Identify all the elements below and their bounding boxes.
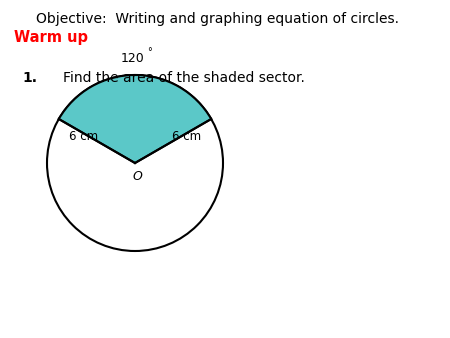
Text: 120: 120	[121, 52, 145, 65]
Text: 6 cm: 6 cm	[68, 130, 98, 143]
Text: 6 cm: 6 cm	[172, 130, 202, 143]
Text: O: O	[132, 170, 142, 184]
Wedge shape	[59, 75, 211, 163]
Text: °: °	[147, 47, 151, 57]
Text: Warm up: Warm up	[14, 30, 87, 45]
Text: Objective:  Writing and graphing equation of circles.: Objective: Writing and graphing equation…	[36, 12, 399, 26]
Text: 1.: 1.	[22, 71, 37, 85]
Text: Find the area of the shaded sector.: Find the area of the shaded sector.	[63, 71, 305, 85]
